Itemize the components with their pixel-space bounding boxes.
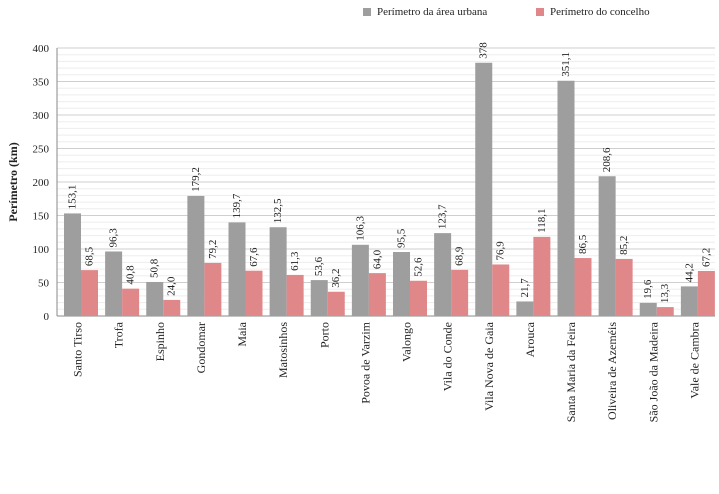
data-label: 95,5 bbox=[396, 228, 408, 248]
bar-municipality bbox=[533, 236, 551, 316]
data-label: 208,6 bbox=[601, 147, 613, 172]
x-tick-label: Valongo bbox=[400, 322, 414, 362]
data-label: 132,5 bbox=[272, 198, 284, 223]
data-label: 50,8 bbox=[149, 258, 161, 278]
data-label: 68,9 bbox=[454, 246, 466, 266]
bar-urban-area bbox=[269, 227, 287, 316]
data-label: 179,2 bbox=[190, 167, 202, 192]
data-label: 76,9 bbox=[495, 241, 507, 261]
bar-urban-area bbox=[187, 195, 205, 316]
legend-swatch-municipality bbox=[536, 8, 544, 16]
bar-urban-area bbox=[393, 252, 410, 316]
data-label: 67,6 bbox=[248, 247, 260, 267]
bar-municipality bbox=[410, 280, 427, 316]
chart-legend: Perímetro da área urbana Perímetro do co… bbox=[0, 6, 719, 26]
legend-label-municipality: Perímetro do concelho bbox=[550, 6, 650, 18]
bar-municipality bbox=[286, 274, 304, 316]
bar-urban-area bbox=[680, 286, 698, 316]
bar-urban-area bbox=[146, 281, 164, 316]
bar-urban-area bbox=[105, 251, 123, 316]
x-tick-label: Vila do Conde bbox=[441, 322, 455, 391]
data-label: 52,6 bbox=[413, 257, 425, 277]
data-label: 96,3 bbox=[108, 228, 120, 248]
data-label: 378 bbox=[478, 42, 490, 59]
x-tick-label: Povoa de Varzim bbox=[358, 321, 372, 403]
data-label: 153,1 bbox=[67, 185, 79, 210]
bar-urban-area bbox=[310, 280, 328, 316]
bar-urban-area bbox=[228, 222, 246, 316]
data-label: 44,2 bbox=[683, 263, 695, 282]
y-tick-label: 400 bbox=[33, 43, 50, 55]
x-tick-label: Vila Nova de Gaia bbox=[482, 321, 496, 411]
x-tick-label: Santo Tirso bbox=[71, 322, 85, 377]
bar-municipality bbox=[368, 273, 386, 316]
x-tick-label: Oliveira de Azeméis bbox=[605, 322, 619, 420]
legend-swatch-urban bbox=[363, 8, 371, 16]
y-tick-label: 100 bbox=[33, 244, 50, 256]
bar-municipality bbox=[204, 262, 222, 316]
data-label: 64,0 bbox=[371, 249, 383, 269]
bar-urban-area bbox=[351, 244, 369, 316]
bar-municipality bbox=[327, 291, 345, 316]
bar-urban-area bbox=[64, 213, 81, 316]
data-label: 68,5 bbox=[84, 246, 96, 266]
data-label: 61,3 bbox=[289, 251, 301, 271]
bar-municipality bbox=[451, 269, 469, 316]
data-label: 79,2 bbox=[207, 240, 219, 259]
data-label: 139,7 bbox=[231, 193, 243, 218]
x-tick-label: Santa Maria da Feira bbox=[564, 321, 578, 422]
x-tick-label: Vale de Cambra bbox=[687, 321, 701, 398]
x-tick-label: Maia bbox=[235, 321, 249, 346]
bar-urban-area bbox=[434, 233, 452, 316]
x-tick-label: Gondomar bbox=[194, 322, 208, 373]
data-label: 53,6 bbox=[313, 256, 325, 276]
bar-urban-area bbox=[475, 62, 493, 316]
data-label: 118,1 bbox=[536, 209, 548, 233]
data-label: 21,7 bbox=[519, 278, 531, 298]
x-tick-label: Porto bbox=[317, 322, 331, 348]
bar-municipality bbox=[697, 270, 715, 316]
data-label: 351,1 bbox=[560, 52, 572, 77]
legend-label-urban: Perímetro da área urbana bbox=[377, 6, 488, 18]
bar-municipality bbox=[163, 299, 181, 316]
bar-urban-area bbox=[639, 302, 657, 316]
data-label: 85,2 bbox=[618, 236, 630, 255]
bar-urban-area bbox=[598, 176, 616, 316]
y-tick-label: 300 bbox=[33, 110, 50, 122]
y-axis-label: Perímetro (km) bbox=[6, 142, 20, 221]
data-label: 24,0 bbox=[166, 276, 178, 296]
bar-urban-area bbox=[557, 80, 575, 316]
x-tick-label: Arouca bbox=[523, 321, 537, 357]
data-label: 86,5 bbox=[577, 234, 589, 254]
data-label: 67,2 bbox=[700, 248, 712, 267]
x-tick-label: Trofa bbox=[112, 321, 126, 348]
y-tick-label: 350 bbox=[33, 77, 50, 89]
y-tick-label: 250 bbox=[33, 144, 50, 156]
bar-urban-area bbox=[516, 301, 534, 316]
data-label: 36,2 bbox=[330, 268, 342, 287]
data-label: 106,3 bbox=[354, 216, 366, 241]
legend-item-urban: Perímetro da área urbana bbox=[363, 6, 487, 18]
data-label: 40,8 bbox=[125, 265, 137, 285]
bar-municipality bbox=[492, 264, 510, 316]
bar-municipality bbox=[656, 307, 674, 316]
bar-municipality bbox=[615, 258, 633, 316]
y-tick-label: 200 bbox=[33, 177, 50, 189]
data-label: 19,6 bbox=[642, 279, 654, 299]
bar-municipality bbox=[122, 288, 140, 316]
x-tick-label: Matosinhos bbox=[276, 322, 290, 378]
x-tick-label: Espinho bbox=[153, 322, 167, 361]
data-label: 123,7 bbox=[437, 204, 449, 229]
bar-municipality bbox=[574, 258, 592, 316]
data-label: 13,3 bbox=[659, 283, 671, 303]
bar-municipality bbox=[81, 270, 98, 316]
y-tick-label: 150 bbox=[33, 211, 50, 223]
legend-item-municipality: Perímetro do concelho bbox=[536, 6, 650, 18]
x-tick-label: São João da Madeira bbox=[646, 321, 660, 422]
y-tick-label: 0 bbox=[44, 311, 50, 323]
y-tick-label: 50 bbox=[38, 278, 50, 290]
bar-municipality bbox=[245, 270, 263, 316]
